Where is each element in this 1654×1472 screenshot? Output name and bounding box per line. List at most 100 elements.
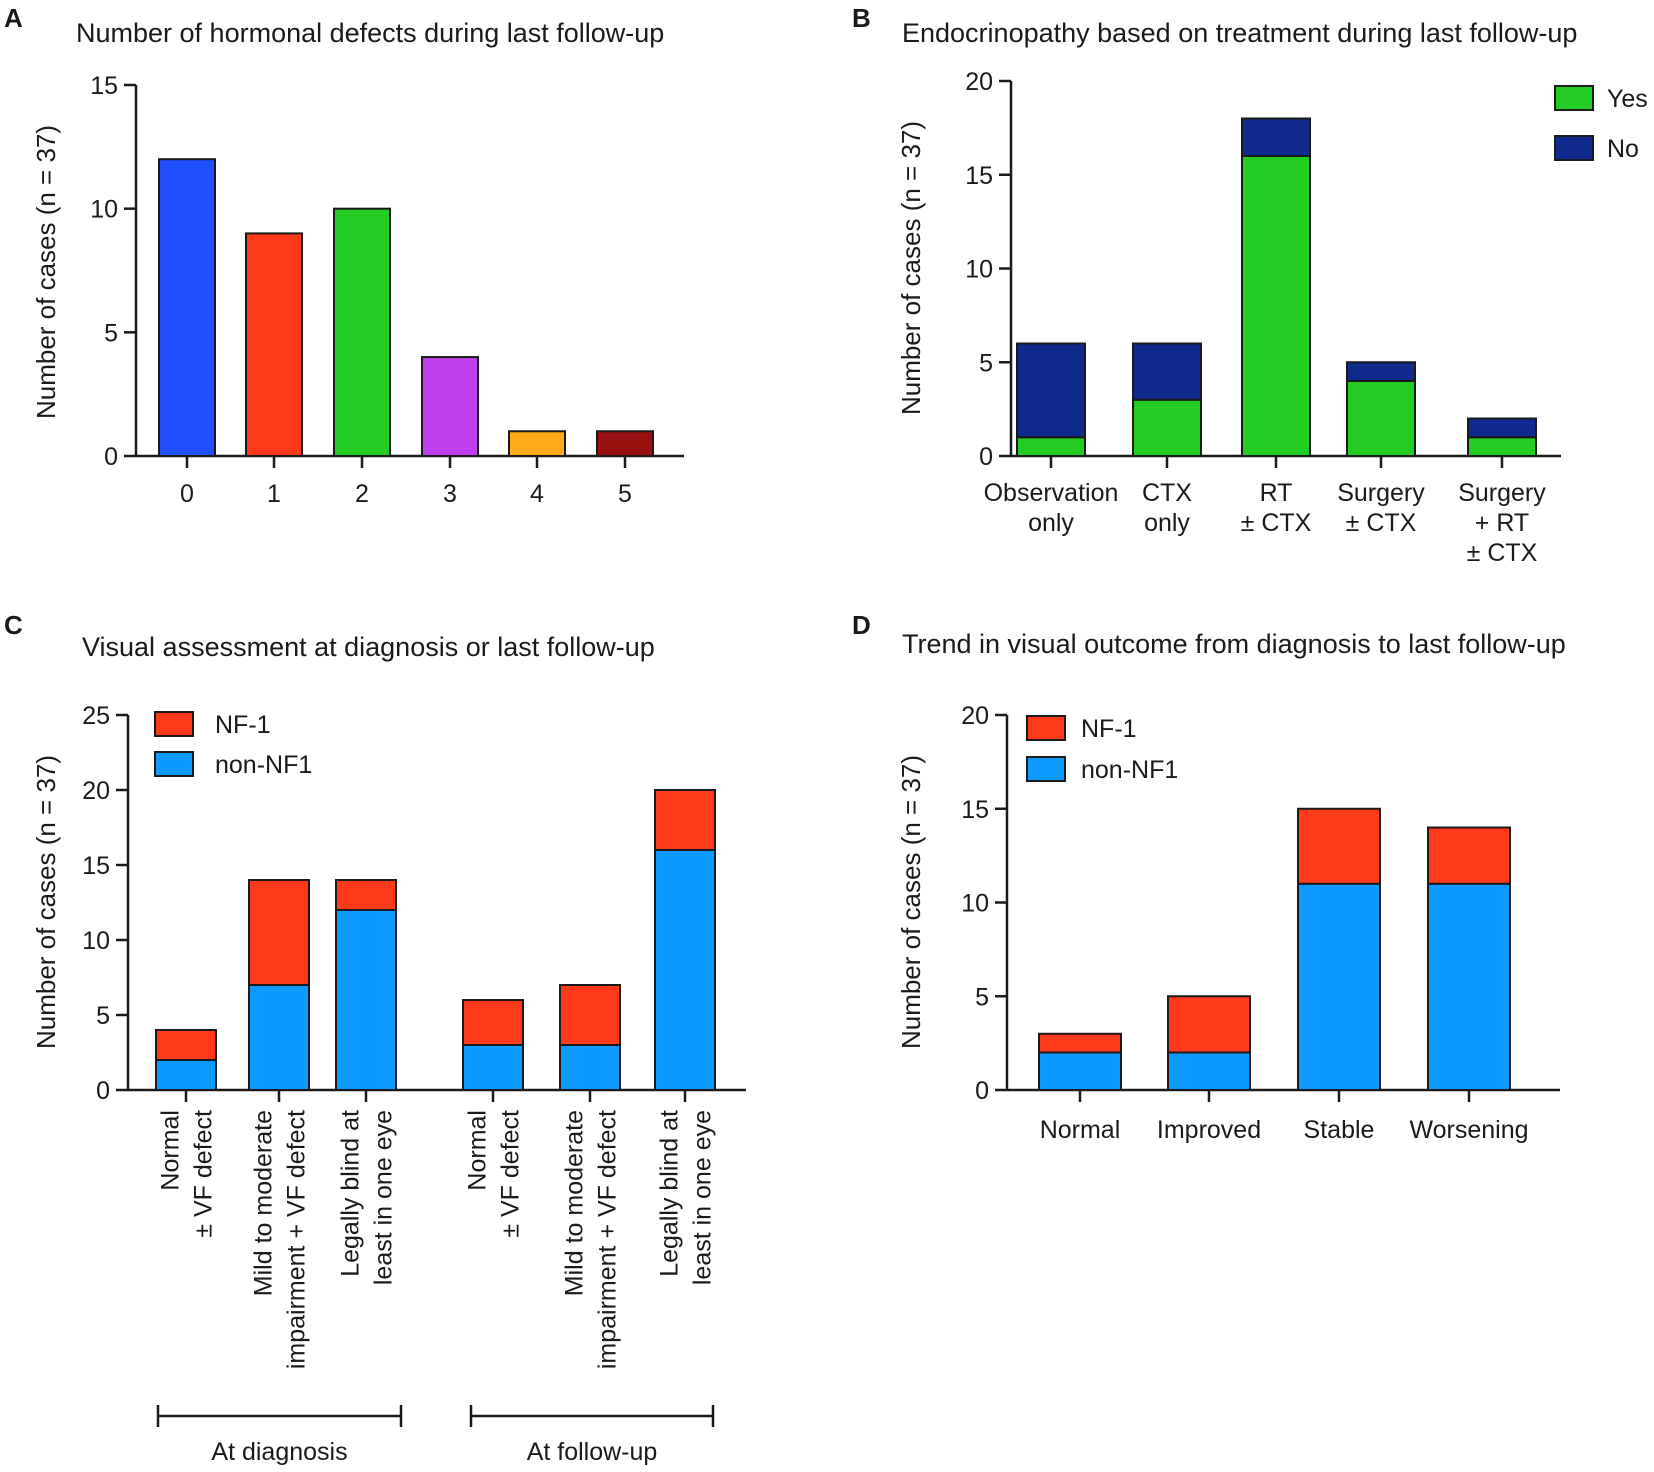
bar-segment xyxy=(155,1059,217,1091)
y-tick-label: 0 xyxy=(975,1077,989,1105)
group-label: At follow-up xyxy=(527,1438,658,1466)
legend-label: NF-1 xyxy=(215,711,271,739)
y-tick-label: 25 xyxy=(82,702,110,730)
bar-segment xyxy=(1241,155,1311,457)
y-tick-label: 5 xyxy=(96,1002,110,1030)
y-tick-label: 0 xyxy=(104,443,118,471)
y-tick-label: 15 xyxy=(82,852,110,880)
x-category-label: only xyxy=(1028,509,1074,537)
panel-c: 0 5 10 15 20 25 Number of cases (n = 37) C Visua… xyxy=(4,610,746,1466)
bar-segment xyxy=(462,1044,524,1091)
group-label: At diagnosis xyxy=(211,1438,347,1466)
x-category-label: Legally blind at xyxy=(337,1110,365,1277)
y-axis-label: Number of cases (n = 37) xyxy=(31,755,61,1049)
legend-label: non-NF1 xyxy=(215,751,312,779)
x-category-label: Mild to moderate xyxy=(250,1110,278,1296)
panel-letter: C xyxy=(4,610,23,640)
chart-title: Visual assessment at diagnosis or last f… xyxy=(82,632,655,662)
x-category-label: Normal xyxy=(1040,1116,1121,1144)
x-category-label: least in one eye xyxy=(370,1110,398,1285)
y-tick-label: 20 xyxy=(965,68,993,96)
bar xyxy=(245,232,303,457)
y-axis-label: Number of cases (n = 37) xyxy=(896,121,926,415)
legend-swatch xyxy=(1554,85,1594,111)
y-tick-label: 15 xyxy=(961,796,989,824)
y-tick-label: 10 xyxy=(90,196,118,224)
x-category-label: + RT xyxy=(1475,509,1529,537)
bar-segment xyxy=(1016,342,1086,439)
x-category-label: CTX xyxy=(1142,479,1192,507)
bar-segment xyxy=(654,849,716,1091)
bar-segment xyxy=(1132,398,1202,457)
bar-segment xyxy=(1132,342,1202,401)
x-category-label: Normal xyxy=(464,1110,492,1191)
y-tick-label: 10 xyxy=(961,890,989,918)
x-category-label: ± VF defect xyxy=(497,1110,525,1238)
legend-label: Yes xyxy=(1607,85,1648,113)
x-category-label: RT xyxy=(1260,479,1293,507)
bar-segment xyxy=(1427,826,1511,885)
x-category-label: ± CTX xyxy=(1346,509,1417,537)
x-category-label: Normal xyxy=(157,1110,185,1191)
chart-title: Endocrinopathy based on treatment during… xyxy=(902,18,1577,48)
bar-segment xyxy=(1346,380,1416,457)
legend-swatch xyxy=(154,711,194,737)
y-tick-label: 10 xyxy=(965,256,993,284)
legend-label: non-NF1 xyxy=(1081,756,1178,784)
x-category-label: least in one eye xyxy=(689,1110,717,1285)
bar-segment xyxy=(1038,1032,1122,1054)
y-tick-label: 5 xyxy=(975,983,989,1011)
y-tick-label: 5 xyxy=(104,319,118,347)
chart-title: Trend in visual outcome from diagnosis t… xyxy=(902,629,1566,659)
legend-swatch xyxy=(1026,715,1066,741)
chart-title: Number of hormonal defects during last f… xyxy=(76,18,664,48)
legend-swatch xyxy=(1026,756,1066,782)
bar-segment xyxy=(1467,436,1537,457)
bar-segment xyxy=(559,1044,621,1091)
y-tick-label: 10 xyxy=(82,927,110,955)
y-tick-label: 15 xyxy=(90,72,118,100)
x-category-label: Surgery xyxy=(1337,479,1425,507)
x-category-label: 0 xyxy=(180,480,194,508)
bar-segment xyxy=(1241,117,1311,157)
bar-segment xyxy=(462,999,524,1046)
bar-segment xyxy=(248,984,310,1091)
y-tick-label: 20 xyxy=(961,702,989,730)
panel-letter: B xyxy=(852,3,871,33)
bar-segment xyxy=(1427,882,1511,1091)
x-category-label: 5 xyxy=(618,480,632,508)
x-category-label: ± CTX xyxy=(1467,539,1538,567)
bar-segment xyxy=(654,789,716,851)
legend-label: NF-1 xyxy=(1081,715,1137,743)
bar-segment xyxy=(1167,1051,1251,1091)
bar-segment xyxy=(335,909,397,1091)
x-category-label: impairment + VF defect xyxy=(283,1110,311,1369)
x-category-label: Observation xyxy=(984,479,1119,507)
y-tick-label: 0 xyxy=(96,1077,110,1105)
y-axis-label: Number of cases (n = 37) xyxy=(31,125,61,419)
x-category-label: Mild to moderate xyxy=(561,1110,589,1296)
y-tick-label: 15 xyxy=(965,162,993,190)
x-category-label: Stable xyxy=(1304,1116,1375,1144)
y-tick-label: 5 xyxy=(979,349,993,377)
x-category-label: 4 xyxy=(530,480,544,508)
bar-segment xyxy=(1167,995,1251,1054)
legend-swatch xyxy=(1554,135,1594,161)
x-category-label: 2 xyxy=(355,480,369,508)
x-category-label: 1 xyxy=(267,480,281,508)
x-category-label: only xyxy=(1144,509,1190,537)
bar-segment xyxy=(1346,361,1416,382)
bar-segment xyxy=(1297,882,1381,1091)
x-category-label: 3 xyxy=(443,480,457,508)
legend-swatch xyxy=(154,751,194,777)
bar-segment xyxy=(155,1029,217,1061)
legend-label: No xyxy=(1607,135,1639,163)
bar-segment xyxy=(1467,417,1537,439)
bar xyxy=(158,158,216,457)
y-tick-label: 20 xyxy=(82,777,110,805)
x-category-label: ± VF defect xyxy=(190,1110,218,1238)
x-category-label: Surgery xyxy=(1458,479,1546,507)
panel-letter: D xyxy=(852,610,871,640)
